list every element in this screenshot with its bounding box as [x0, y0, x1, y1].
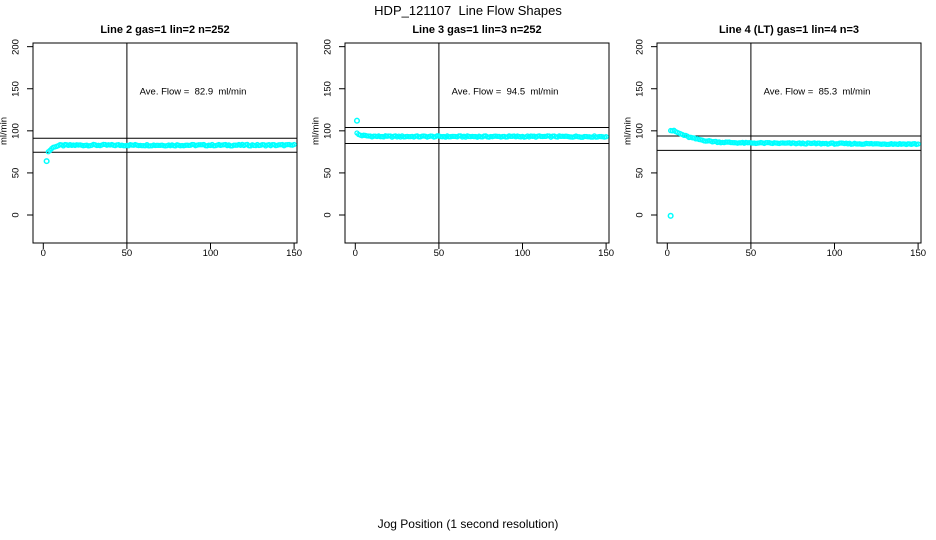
y-tick-label: 200 [634, 38, 646, 55]
y-tick-label: 100 [322, 122, 334, 139]
outlier-point [353, 117, 361, 124]
x-tick-label: 150 [286, 248, 303, 259]
ave-flow-annotation: Ave. Flow = 85.3 ml/min [763, 86, 871, 98]
x-tick-label: 50 [745, 248, 757, 259]
x-tick-label: 150 [598, 248, 615, 259]
ave-flow-annotation: Ave. Flow = 94.5 ml/min [451, 86, 559, 98]
ave-flow-annotation: Ave. Flow = 82.9 ml/min [139, 86, 247, 98]
data-point [603, 134, 609, 140]
y-axis-label: ml/min [0, 116, 10, 145]
y-tick-label: 100 [634, 122, 646, 139]
x-tick-label: 50 [433, 248, 445, 259]
y-tick-label: 0 [322, 212, 334, 218]
x-tick-label: 0 [352, 248, 358, 259]
y-tick-label: 0 [10, 212, 22, 218]
y-tick-label: 0 [634, 212, 646, 218]
y-tick-label: 150 [634, 80, 646, 97]
flow-series [354, 130, 609, 140]
outlier-point [667, 212, 674, 219]
y-tick-label: 50 [634, 167, 646, 179]
data-point [291, 141, 297, 148]
y-tick-label: 50 [10, 167, 22, 179]
y-tick-label: 200 [322, 38, 334, 55]
outlier-point [43, 158, 50, 165]
panel-title: Line 3 gas=1 lin=3 n=252 [412, 24, 542, 36]
flow-series [667, 127, 921, 148]
x-tick-label: 0 [664, 248, 670, 259]
plot-area [27, 42, 298, 249]
page-title: HDP_121107 Line Flow Shapes [374, 3, 562, 18]
plot-border [32, 42, 298, 244]
panel-title: Line 2 gas=1 lin=2 n=252 [100, 24, 230, 36]
x-tick-label: 0 [40, 248, 46, 259]
x-tick-label: 100 [202, 248, 219, 259]
data-point [915, 141, 921, 147]
y-tick-label: 150 [322, 80, 334, 97]
flow-series [45, 141, 297, 155]
x-axis-label: Jog Position (1 second resolution) [377, 517, 559, 531]
y-tick-label: 200 [10, 38, 22, 55]
y-tick-label: 50 [322, 167, 334, 179]
y-axis-label: ml/min [622, 116, 634, 145]
plot-border [656, 42, 922, 244]
y-axis-label: ml/min [310, 116, 322, 145]
x-tick-label: 100 [826, 248, 843, 259]
x-tick-label: 150 [910, 248, 927, 259]
y-tick-label: 150 [10, 80, 22, 97]
x-tick-label: 50 [121, 248, 133, 259]
plot-area [651, 42, 922, 249]
y-tick-label: 100 [10, 122, 22, 139]
x-tick-label: 100 [514, 248, 531, 259]
panel-title: Line 4 (LT) gas=1 lin=4 n=3 [718, 24, 860, 36]
plot-area [339, 42, 610, 249]
